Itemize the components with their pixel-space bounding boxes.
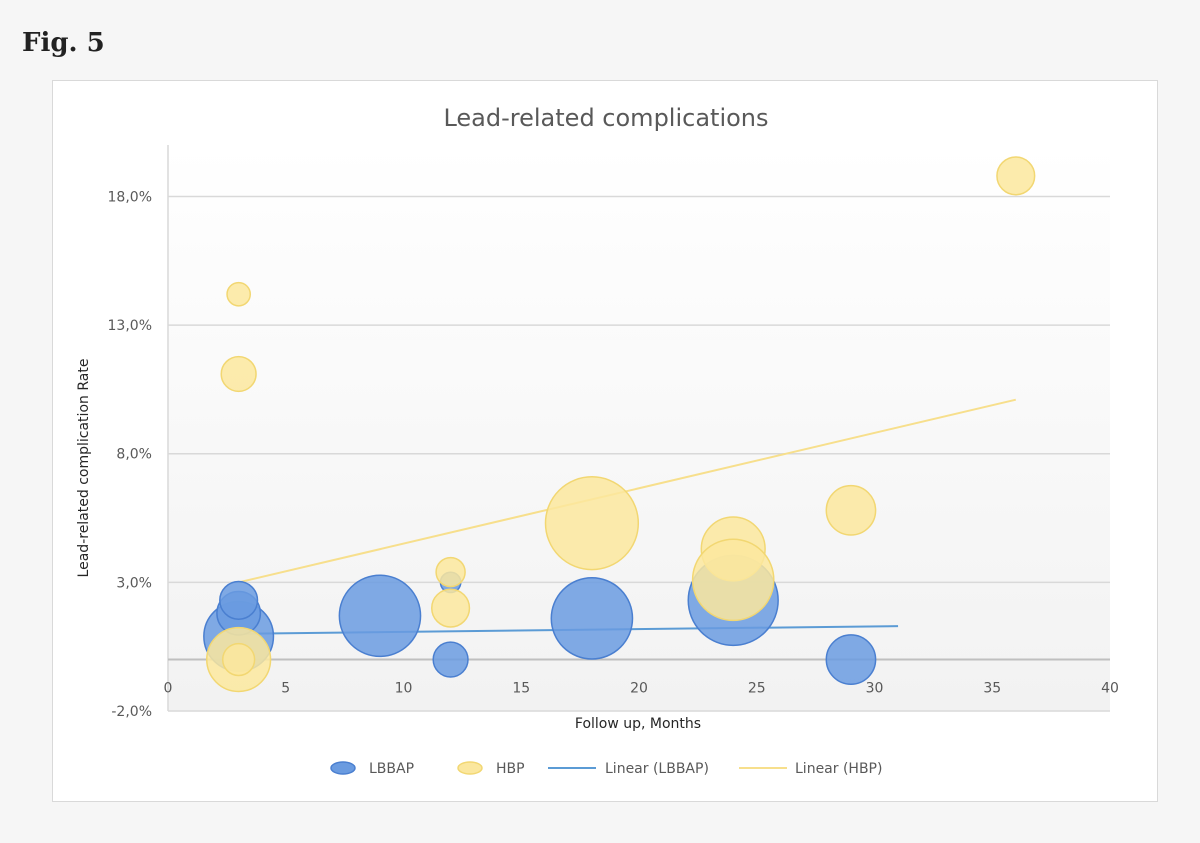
x-tick-label: 30: [866, 681, 884, 697]
y-tick-label: 8,0%: [116, 447, 152, 463]
y-tick-label: 3,0%: [116, 575, 152, 591]
chart-title: Lead-related complications: [443, 104, 768, 132]
trendline-linear-hbp: [238, 398, 1017, 584]
legend-marker-hbp: [457, 761, 483, 775]
y-axis-label: Lead-related complication Rate: [76, 359, 92, 578]
x-tick-label: 35: [983, 681, 1001, 697]
y-tick-label: 18,0%: [108, 189, 152, 205]
legend-label: Linear (HBP): [795, 761, 882, 777]
x-tick-label: 20: [630, 681, 648, 697]
x-tick-label: 15: [512, 681, 530, 697]
y-tick-label: -2,0%: [111, 704, 152, 720]
y-tick-label: 13,0%: [108, 318, 152, 334]
tick-labels: -2,0% 3,0% 8,0% 13,0% 18,0% 0 5 10 15 20 25 30 35 40: [108, 189, 1119, 720]
legend-label: HBP: [496, 761, 525, 777]
bubble-chart: -2,0%3,0%8,0%13,0%18,0%0 5 10 15 20 25 30 35 40 …: [76, 104, 1119, 777]
lbbap-bubble: [825, 634, 877, 685]
hbp-bubble: [691, 538, 775, 622]
legend-marker-lbbap: [330, 761, 356, 775]
x-tick-label: 5: [281, 681, 290, 697]
hbp-bubble: [544, 476, 640, 571]
lbbap-bubble: [219, 580, 259, 620]
hbp-bubble: [825, 484, 877, 536]
figure-label: Fig. 5: [22, 28, 105, 58]
x-tick-label: 25: [748, 681, 766, 697]
axes: [167, 145, 1110, 711]
gridlines: [168, 195, 1110, 712]
hbp-bubble: [226, 281, 251, 307]
x-axis-label: Follow up, Months: [575, 716, 701, 732]
hbp-bubble: [435, 556, 466, 588]
x-tick-label: 10: [395, 681, 413, 697]
legend-label: Linear (LBBAP): [605, 761, 709, 777]
lbbap-bubble: [432, 641, 469, 678]
x-tick-label: 40: [1101, 681, 1119, 697]
hbp-bubble: [220, 355, 257, 393]
lbbap-bubble: [338, 574, 422, 658]
chart-frame: -2,0% 3,0% 8,0% 13,0% 18,0% 0 5 10 15 20 25 30 35 40 …: [52, 80, 1158, 802]
hbp-bubble: [996, 156, 1036, 196]
lbbap-bubble: [550, 577, 634, 660]
plot-area-background: [168, 145, 1110, 711]
x-tick-label: 0: [164, 681, 173, 697]
hbp-bubble: [221, 642, 256, 677]
legend-label: LBBAP: [369, 761, 414, 777]
legend: LBBAP HBP Linear (LBBAP) Linear (HBP): [330, 761, 882, 777]
bubbles: [203, 156, 1036, 693]
hbp-bubble: [431, 588, 471, 628]
